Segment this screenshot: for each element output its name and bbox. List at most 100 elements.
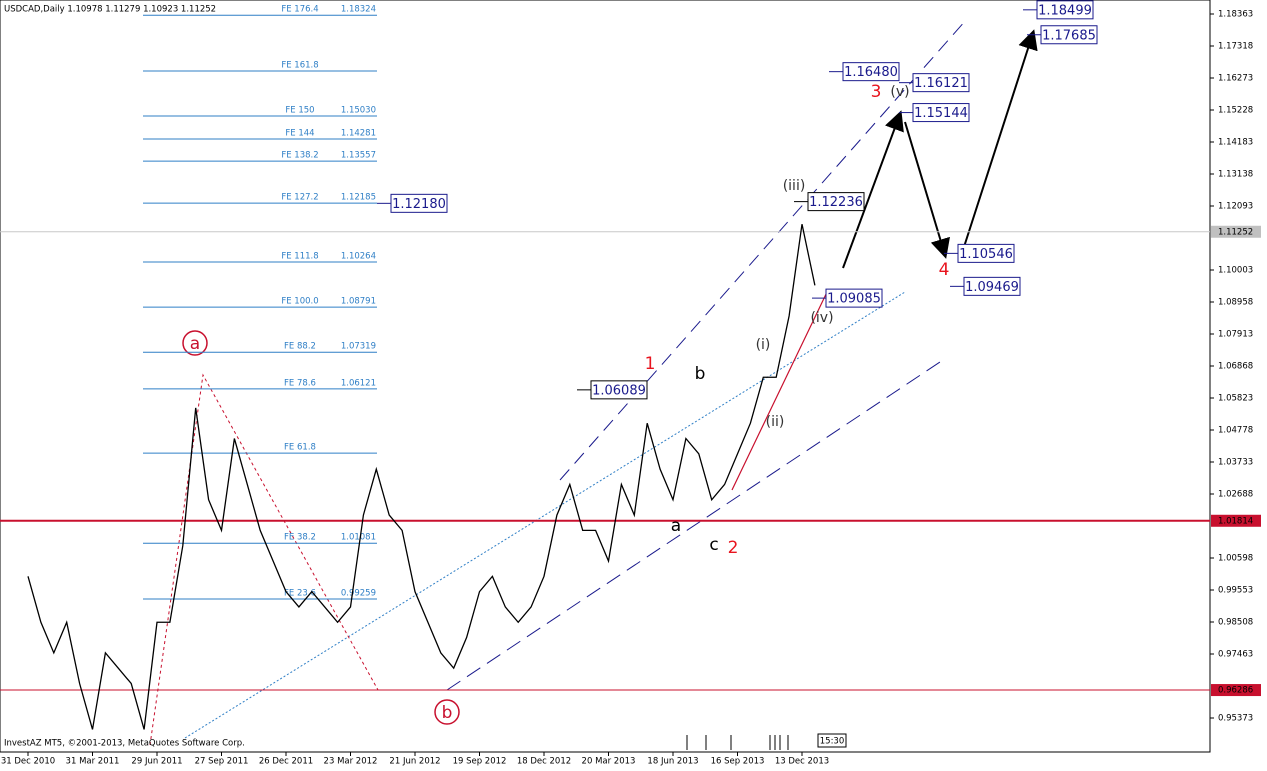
x-tick-label: 19 Sep 2012: [453, 757, 507, 767]
fib-label: FE 127.2: [281, 193, 318, 203]
price-box-label: 1.06089: [592, 383, 646, 398]
price-box: [912, 73, 970, 93]
fib-price: 1.13557: [341, 151, 376, 161]
wave-label: 4: [939, 260, 950, 280]
x-tick-label: 26 Dec 2011: [259, 757, 313, 767]
fib-price: 1.14281: [341, 128, 376, 138]
y-tick-label: 1.18363: [1218, 9, 1253, 19]
y-tick-label: 1.07913: [1218, 330, 1253, 340]
y-tick-label: 1.00598: [1218, 554, 1253, 564]
price-box-label: 1.12236: [809, 195, 863, 210]
fib-price: 1.15030: [341, 106, 376, 116]
channel-lower: [446, 361, 941, 691]
x-tick-label: 29 Jun 2011: [131, 757, 182, 767]
projection-arrow: [962, 29, 1038, 251]
fib-label: FE 144: [285, 128, 314, 138]
channel-upper: [559, 19, 967, 481]
x-tick-label: 31 Mar 2011: [66, 757, 120, 767]
fib-price: 1.08791: [341, 297, 376, 307]
fib-label: FE 176.4: [281, 5, 318, 15]
x-tick-label: 31 Dec 2010: [1, 757, 55, 767]
y-tick-label: 1.17318: [1218, 41, 1253, 51]
fib-label: FE 78.6: [284, 378, 316, 388]
fib-price: 1.10264: [341, 252, 376, 262]
price-box: [390, 193, 448, 213]
price-box: [807, 192, 865, 212]
fib-price: 1.18324: [341, 5, 376, 15]
y-tick-label: 0.98508: [1218, 618, 1253, 628]
x-tick-label: 27 Sep 2011: [195, 757, 249, 767]
fib-price: 0.99259: [341, 589, 376, 599]
fib-label: FE 150: [285, 106, 314, 116]
x-tick-label: 16 Sep 2013: [711, 757, 765, 767]
current-price-box: [1211, 225, 1261, 238]
wave-label: a: [190, 334, 200, 354]
price-box-label: 1.16480: [844, 65, 898, 80]
fib-price: 1.01081: [341, 533, 376, 543]
y-tick-label: 1.06868: [1218, 362, 1253, 372]
level-label: 1.01814: [1218, 516, 1253, 526]
annotations: [149, 19, 1038, 750]
price-box-label: 1.09469: [965, 280, 1019, 295]
y-tick-label: 1.08958: [1218, 298, 1253, 308]
projection-arrow: [904, 121, 950, 259]
price-box-label: 1.15144: [914, 106, 968, 121]
projection-arrow: [842, 110, 904, 269]
x-tick-label: 20 Mar 2013: [582, 757, 636, 767]
fib-label: FE 100.0: [281, 297, 318, 307]
trend-line: [731, 289, 829, 491]
wave-circle: [182, 330, 208, 356]
x-tick-label: 13 Dec 2013: [775, 757, 829, 767]
wave-label: 2: [728, 538, 739, 558]
price-box-label: 1.10546: [959, 247, 1013, 262]
price-box-label: 1.16121: [914, 76, 968, 91]
y-tick-label: 0.99553: [1218, 586, 1253, 596]
wave-label: a: [671, 516, 681, 536]
price-box: [957, 243, 1015, 263]
wave-label: (i): [756, 337, 771, 353]
wave-label: (v): [890, 84, 909, 100]
wave-label: 1: [645, 354, 656, 374]
price-box: [825, 288, 883, 308]
x-tick-label: 23 Mar 2012: [324, 757, 378, 767]
fib-label: FE 61.8: [284, 443, 316, 453]
header: USDCAD,Daily 1.10978 1.11279 1.10923 1.1…: [4, 5, 216, 15]
wave-label: (iv): [810, 310, 833, 326]
x-tick-label: 21 Jun 2012: [389, 757, 440, 767]
y-tick-label: 1.15228: [1218, 105, 1253, 115]
price-box: [842, 62, 900, 82]
time-label: 15:30: [820, 737, 845, 747]
price-box: [912, 103, 970, 123]
plot-frame: [0, 0, 1211, 753]
y-tick-label: 1.04778: [1218, 426, 1253, 436]
channel-mid: [184, 291, 906, 739]
y-tick-label: 1.05823: [1218, 394, 1253, 404]
fib-base: [149, 373, 379, 746]
price-box: [590, 380, 648, 400]
wave-label: b: [695, 364, 706, 384]
price-box: [963, 276, 1021, 296]
level-box: [1211, 514, 1261, 527]
fib-label: FE 161.8: [281, 60, 318, 70]
fib-label: FE 23.6: [284, 589, 316, 599]
wave-label: b: [442, 703, 453, 723]
price-box-label: 1.09085: [827, 292, 881, 307]
price-box-label: 1.18499: [1038, 3, 1092, 18]
fib-price: 1.07319: [341, 342, 376, 352]
y-tick-label: 0.95373: [1218, 714, 1253, 724]
price-box-label: 1.17685: [1042, 28, 1096, 43]
footer: InvestAZ MT5, ©2001-2013, MetaQuotes Sof…: [4, 739, 245, 749]
time-box: [817, 733, 847, 748]
fib-label: FE 88.2: [284, 342, 316, 352]
y-tick-label: 1.13138: [1218, 169, 1253, 179]
volume-ticks: [686, 735, 789, 750]
y-tick-label: 1.12093: [1218, 201, 1253, 211]
price-box-label: 1.12180: [392, 197, 446, 212]
y-tick-label: 1.14183: [1218, 137, 1253, 147]
y-tick-label: 0.97463: [1218, 650, 1253, 660]
wave-label: 3: [871, 82, 882, 102]
fib-label: FE 138.2: [281, 151, 318, 161]
current-price-label: 1.11252: [1218, 227, 1253, 237]
y-tick-label: 1.02688: [1218, 490, 1253, 500]
